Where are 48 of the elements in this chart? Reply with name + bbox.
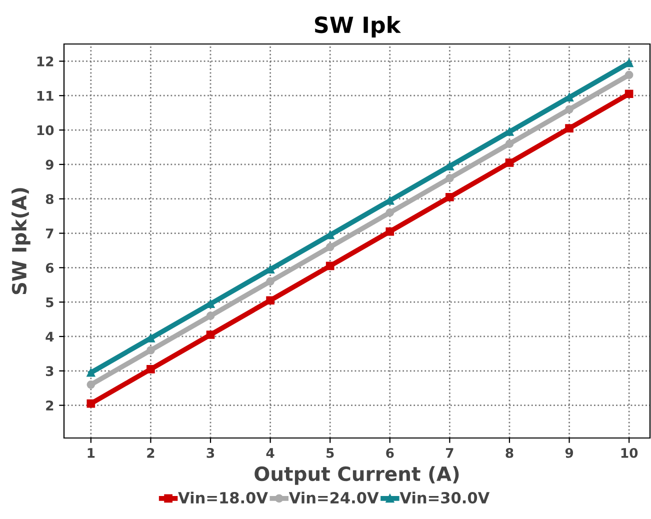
x-tick-label: 5 xyxy=(326,448,334,458)
point xyxy=(505,140,514,148)
point xyxy=(86,399,96,408)
point xyxy=(446,174,454,182)
point xyxy=(326,262,334,270)
point xyxy=(86,380,96,389)
x-tick-label: 1 xyxy=(88,448,95,458)
point xyxy=(565,124,574,132)
y-axis-title: SW Ipk(A) xyxy=(12,188,30,294)
x-tick-label: 2 xyxy=(147,448,154,458)
y-tick-label: 2 xyxy=(46,400,54,410)
point xyxy=(326,242,334,252)
x-tick-label: 7 xyxy=(446,448,454,458)
x-tick-label: 6 xyxy=(386,448,394,458)
y-tick-label: 6 xyxy=(46,262,54,273)
x-tick-label: 9 xyxy=(565,448,574,458)
point xyxy=(266,277,274,286)
point xyxy=(146,346,155,354)
point xyxy=(266,296,274,305)
y-tick-label: 5 xyxy=(46,297,54,308)
point xyxy=(565,105,574,114)
point xyxy=(206,330,215,339)
x-tick-label: 4 xyxy=(266,448,274,458)
x-tick-label: 8 xyxy=(506,448,514,458)
x-tick-label: 10 xyxy=(621,448,638,458)
point xyxy=(206,312,215,320)
point xyxy=(386,208,394,217)
x-axis-title: Output Current (A) xyxy=(254,466,459,485)
point xyxy=(386,227,394,236)
legend-label: Vin=30.0V xyxy=(400,492,490,504)
point xyxy=(86,368,96,377)
y-tick-label: 8 xyxy=(46,194,54,204)
legend-label: Vin=18.0V xyxy=(178,492,268,504)
y-tick-label: 7 xyxy=(46,228,54,238)
y-tick-label: 4 xyxy=(46,332,54,342)
point xyxy=(505,158,514,167)
y-tick-label: 12 xyxy=(37,56,54,66)
point xyxy=(624,90,634,98)
legend-label: Vin=24.0V xyxy=(288,492,379,504)
point xyxy=(624,70,634,80)
point xyxy=(446,192,454,202)
y-tick-label: 10 xyxy=(37,125,54,136)
point xyxy=(146,365,155,374)
x-tick-label: 3 xyxy=(206,448,214,458)
y-tick-label: 11 xyxy=(37,91,54,101)
y-tick-label: 9 xyxy=(46,160,54,170)
chart-title: SW Ipk xyxy=(314,16,402,38)
y-tick-label: 3 xyxy=(46,366,54,376)
